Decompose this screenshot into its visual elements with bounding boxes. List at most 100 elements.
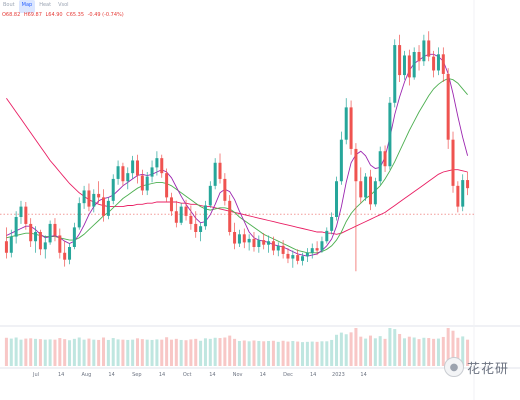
volume-bar [77,337,81,366]
volume-bar [335,334,339,366]
tab-2[interactable]: Heat [39,2,52,8]
candle-body [213,162,217,186]
volume-bar [106,339,110,366]
x-tick-label: Aug [82,372,92,378]
candle-body [262,240,266,245]
volume-bar [208,338,212,366]
volume-bar [432,338,436,366]
volume-bar [305,341,309,366]
volume-bar [291,341,295,366]
candle-body [223,178,227,201]
candle-body [456,185,460,207]
candle-body [203,205,207,227]
volume-bar [53,339,57,366]
x-tick-label: 14 [209,372,215,378]
x-tick-label: Nov [233,372,243,378]
candle-body [63,252,67,260]
candle-body [140,175,144,191]
volume-bar [378,336,382,366]
volume-bar [213,337,217,366]
candle-body [291,255,295,259]
candle-body [412,52,416,78]
candle-body [301,256,305,261]
volume-bar [179,339,183,366]
x-tick-label: Jul [32,372,39,378]
candle-body [87,190,91,207]
candle-body [58,235,62,253]
volume-bar [315,341,319,366]
candle-body [106,200,110,216]
ohlc-change: -0.49 (-0.74%) [87,12,124,18]
volume-bar [218,338,222,366]
candle-body [354,148,358,182]
candle-body [68,247,72,260]
volume-bar [92,339,96,366]
ohlc-close: C65.35 [66,12,85,18]
volume-bar [446,328,450,366]
volume-bar [237,341,241,366]
candle-body [339,139,343,182]
volume-bar [126,339,130,366]
candle-body [417,52,421,62]
candle-body [126,173,130,182]
candle-body [432,56,436,71]
volume-bar [267,341,271,366]
x-tick-label: 14 [108,372,114,378]
candle-body [228,200,232,232]
x-tick-label: 14 [260,372,266,378]
tab-3[interactable]: Vsol [58,2,69,8]
candle-body [344,107,348,140]
ohlc-high: H69.87 [23,12,42,18]
volume-bar [150,339,154,366]
volume-bar [359,336,363,366]
candle-body [135,160,139,176]
candle-body [102,197,106,216]
volume-bar [271,340,275,366]
volume-bar [441,336,445,366]
candle-body [24,206,28,224]
volume-bar [296,341,300,366]
candle-body [305,252,309,257]
volume-bar [301,342,305,366]
volume-bar [330,339,334,366]
x-tick-label: 2023 [332,372,345,378]
volume-bar [102,337,106,366]
wechat-icon: ● [444,357,464,377]
candle-body [4,241,8,253]
candle-body [242,234,246,243]
candle-body [97,193,101,198]
volume-bar [43,339,47,366]
candle-body [315,248,319,251]
volume-bar [165,337,169,366]
candle-body [349,107,353,149]
candle-body [368,176,372,205]
volume-bar [194,338,198,366]
volume-bar [252,340,256,366]
volume-bar [228,335,232,366]
volume-bar [9,338,13,366]
candle-body [378,151,382,182]
candle-body [189,215,193,224]
volume-bar [407,336,411,366]
candle-body [427,40,431,57]
volume-bar [262,341,266,366]
volume-bar [398,333,402,366]
candle-body [407,55,411,78]
candle-body [364,176,368,198]
candle-body [446,73,450,140]
candle-body [466,180,470,189]
volume-bar [72,338,76,366]
volume-bar [417,339,421,366]
ohlc-readout: O68.82 H69.87 L64.90 C65.35 -0.49 (-0.74… [2,12,126,18]
tab-0[interactable]: Bout [3,2,15,8]
candle-body [422,40,426,62]
tab-1[interactable]: Map [18,0,36,13]
candle-body [150,167,154,177]
volume-bar [466,339,470,366]
volume-bar [233,338,237,366]
candle-body [218,162,222,179]
candle-body [237,234,241,244]
ohlc-open: O68.82 [2,12,21,18]
watermark-text: 花花研 [467,361,510,377]
